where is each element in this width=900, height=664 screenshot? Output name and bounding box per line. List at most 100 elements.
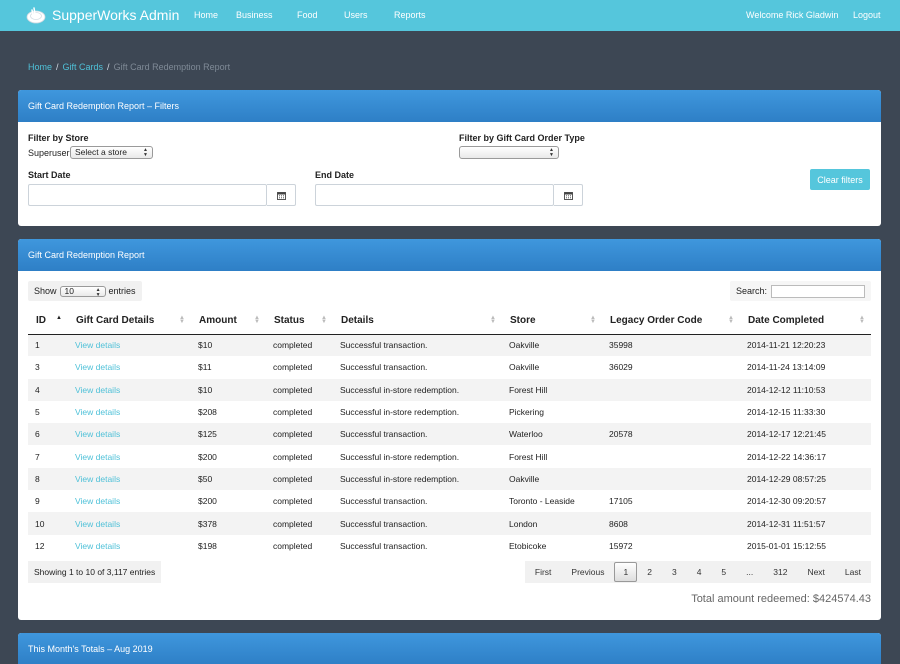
page-length-control: Show 10 ▲ ▼ entries <box>28 281 142 301</box>
cell-id: 4 <box>28 378 68 401</box>
page-312[interactable]: 312 <box>773 567 788 577</box>
cell-date-completed: 2015-01-01 15:12:55 <box>747 540 826 551</box>
breadcrumb-home[interactable]: Home <box>28 62 53 72</box>
cell-store: Forest Hill <box>509 451 548 462</box>
breadcrumb-gift-cards[interactable]: Gift Cards <box>62 62 104 72</box>
cell-legacy-order-code: 35998 <box>602 334 740 357</box>
filters-panel-title: Gift Card Redemption Report – Filters <box>18 90 881 122</box>
cell-id: 6 <box>28 423 68 446</box>
column-header-store[interactable]: Store ▲ ▼ <box>502 307 602 335</box>
view-details-link[interactable]: View details <box>75 362 121 373</box>
cell-store: London <box>502 512 602 535</box>
view-details-link[interactable]: View details <box>75 407 121 418</box>
cell-id: 3 <box>35 362 40 373</box>
cell-amount: $50 <box>191 467 266 491</box>
cell-status: completed <box>266 423 333 446</box>
view-details-link[interactable]: View details <box>75 384 121 395</box>
dinner-plate-icon <box>26 7 46 24</box>
column-header-id[interactable]: ID ▲ <box>28 307 68 335</box>
table-row: 4 View details $10 completed Successful in-s… <box>28 378 871 401</box>
column-header-gift-card-details[interactable]: Gift Card Details ▲ ▼ <box>68 307 191 335</box>
view-details-cell: View details <box>68 512 191 535</box>
view-details-link[interactable]: View details <box>75 473 121 484</box>
table-row: 8 View details $50 completed Successful in-s… <box>28 467 871 491</box>
nav-food[interactable]: Food <box>297 10 318 20</box>
sort-arrows-icon: ▲ ▼ <box>179 315 185 325</box>
sort-arrows-icon: ▲ ▼ <box>321 315 327 325</box>
column-header-details[interactable]: Details ▲ ▼ <box>333 307 502 335</box>
report-panel-title: Gift Card Redemption Report <box>18 239 881 271</box>
end-date-label: End Date <box>315 170 355 180</box>
column-header-date-completed[interactable]: Date Completed ▲ ▼ <box>740 307 871 335</box>
view-details-link[interactable]: View details <box>75 518 121 529</box>
filters-panel: Gift Card Redemption Report – Filters Fi… <box>18 90 881 226</box>
page-2[interactable]: 2 <box>647 567 652 577</box>
view-details-cell: View details <box>68 356 191 378</box>
view-details-cell: View details <box>68 467 191 491</box>
sort-arrows-icon: ▲ ▼ <box>490 315 496 325</box>
cell-details: Successful transaction. <box>340 496 428 507</box>
cell-status: completed <box>266 334 333 357</box>
table-row: 1 View details $10 completed Successful tran… <box>28 334 871 357</box>
view-details-cell: View details <box>68 334 191 357</box>
brand-link[interactable]: SupperWorks Admin <box>26 4 179 26</box>
view-details-link[interactable]: View details <box>75 451 121 462</box>
page-length-select[interactable]: 10 ▲ ▼ <box>59 285 106 297</box>
total-redeemed: Total amount redeemed: $424574.43 <box>691 593 871 605</box>
column-header-status[interactable]: Status ▲ ▼ <box>266 307 333 335</box>
nav-business[interactable]: Business <box>236 10 273 20</box>
select-arrows-icon: ▲ ▼ <box>143 147 148 158</box>
cell-legacy-order-code <box>602 401 740 423</box>
view-details-cell: View details <box>68 423 191 446</box>
store-select[interactable]: Select a store ▲ ▼ <box>70 146 153 159</box>
nav-reports[interactable]: Reports <box>394 10 426 20</box>
cell-store: Oakville <box>502 467 602 491</box>
cell-date-completed: 2014-12-29 08:57:25 <box>740 467 871 491</box>
nav-users[interactable]: Users <box>344 10 368 20</box>
column-header-amount[interactable]: Amount ▲ ▼ <box>191 307 266 335</box>
page-next[interactable]: Next <box>807 567 825 577</box>
page-3[interactable]: 3 <box>671 567 677 577</box>
cell-store: Waterloo <box>502 423 602 446</box>
order-type-select[interactable]: ▲ ▼ <box>459 146 559 159</box>
start-date-input[interactable] <box>28 184 267 206</box>
page-first[interactable]: First <box>534 567 552 577</box>
page-last[interactable]: Last <box>844 567 861 577</box>
table-info: Showing 1 to 10 of 3,117 entries <box>28 561 162 583</box>
cell-amount: $200 <box>198 496 217 507</box>
end-date-picker-button[interactable] <box>554 184 583 206</box>
view-details-cell: View details <box>68 401 191 423</box>
view-details-cell: View details <box>68 445 191 467</box>
cell-details: Successful in-store redemption. <box>333 467 502 491</box>
cell-store: Forest Hill <box>502 378 602 401</box>
page-5[interactable]: 5 <box>721 567 727 577</box>
view-details-link[interactable]: View details <box>75 340 121 351</box>
page-previous[interactable]: Previous <box>571 567 605 577</box>
view-details-link[interactable]: View details <box>75 429 121 440</box>
cell-date-completed: 2014-12-12 11:10:53 <box>740 378 871 401</box>
cell-store: Oakville <box>509 362 540 373</box>
entries-label: entries <box>108 286 136 296</box>
page-4[interactable]: 4 <box>696 567 702 577</box>
calendar-icon <box>276 191 286 200</box>
column-header-legacy-order-code[interactable]: Legacy Order Code ▲ ▼ <box>602 307 740 335</box>
view-details-link[interactable]: View details <box>75 496 121 507</box>
calendar-icon <box>563 191 573 200</box>
cell-legacy-order-code: 36029 <box>609 362 633 373</box>
cell-amount: $378 <box>191 512 266 535</box>
view-details-link[interactable]: View details <box>75 540 121 551</box>
search-input[interactable] <box>771 284 865 298</box>
logout-link[interactable]: Logout <box>853 10 881 20</box>
clear-filters-button[interactable]: Clear filters <box>810 169 870 190</box>
nav-home[interactable]: Home <box>194 10 219 20</box>
cell-details: Successful in-store redemption. <box>340 407 460 418</box>
store-select-value: Select a store <box>75 147 127 157</box>
cell-date-completed: 2014-12-31 11:51:57 <box>740 512 871 535</box>
start-date-picker-button[interactable] <box>267 184 296 206</box>
sort-ascending-icon: ▲ <box>56 315 62 321</box>
end-date-input[interactable] <box>315 184 554 206</box>
welcome-user[interactable]: Welcome Rick Gladwin <box>746 10 839 20</box>
page-1[interactable]: 1 <box>614 562 638 582</box>
cell-status: completed <box>273 496 313 507</box>
cell-id: 7 <box>35 451 40 462</box>
